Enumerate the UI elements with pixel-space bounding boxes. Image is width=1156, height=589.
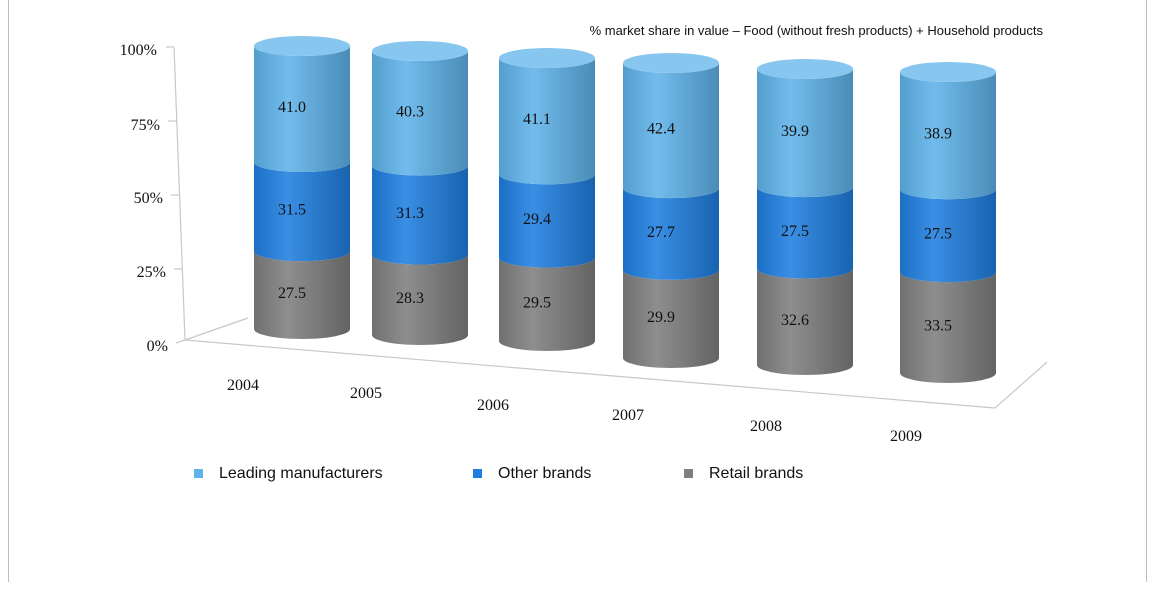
bar-top-cap-2009	[900, 62, 996, 82]
bar-leading-manufacturers-2005	[372, 51, 468, 176]
bar-top-cap-2006	[499, 48, 595, 68]
y-tick-label: 50%	[134, 190, 163, 207]
bar-other-brands-2006	[499, 174, 595, 268]
bar-retail-brands-2008	[757, 268, 853, 375]
bar-leading-manufacturers-2006	[499, 58, 595, 185]
data-label-leading-manufacturers-2007: 42.4	[647, 121, 675, 138]
data-label-leading-manufacturers-2006: 41.1	[523, 111, 551, 128]
bar-other-brands-2005	[372, 165, 468, 265]
y-axis-ticks	[166, 46, 186, 344]
data-label-leading-manufacturers-2009: 38.9	[924, 126, 952, 143]
y-tick-label: 100%	[120, 42, 157, 59]
data-label-retail-brands-2004: 27.5	[278, 285, 306, 302]
bar-top-cap-2007	[623, 53, 719, 73]
y-tick-label: 25%	[137, 264, 166, 281]
floor-back-edge	[184, 317, 249, 341]
legend: Leading manufacturers Other brands Retail …	[194, 465, 803, 482]
bar-other-brands-2009	[900, 189, 996, 283]
data-label-other-brands-2005: 31.3	[396, 205, 424, 222]
bar-retail-brands-2007	[623, 269, 719, 368]
bar-top-cap-2005	[372, 41, 468, 61]
x-tick-label-2009: 2009	[890, 428, 922, 445]
legend-item-other-brands: Other brands	[473, 465, 591, 482]
data-label-retail-brands-2005: 28.3	[396, 290, 424, 307]
data-label-retail-brands-2006: 29.5	[523, 294, 551, 311]
legend-swatch-other-brands	[473, 469, 482, 478]
bar-retail-brands-2006	[499, 257, 595, 351]
y-tick-label: 0%	[147, 338, 168, 355]
x-tick-label-2007: 2007	[612, 407, 644, 424]
bar-top-cap-2004	[254, 36, 350, 56]
x-tick-label-2005: 2005	[350, 385, 382, 402]
floor-front-edge	[184, 339, 996, 409]
legend-item-leading-manufacturers: Leading manufacturers	[194, 465, 383, 482]
bar-group-2008: 32.6 27.5 39.9	[757, 59, 853, 375]
legend-label-retail-brands: Retail brands	[709, 465, 803, 482]
data-label-other-brands-2008: 27.5	[781, 223, 809, 240]
data-label-retail-brands-2008: 32.6	[781, 312, 809, 329]
bar-retail-brands-2009	[900, 272, 996, 383]
bar-other-brands-2004	[254, 162, 350, 262]
x-tick-labels: 2004 2005 2006 2007 2008 2009	[227, 377, 922, 445]
bar-group-2005: 28.3 31.3 40.3	[372, 41, 468, 345]
data-label-leading-manufacturers-2005: 40.3	[396, 103, 424, 120]
bar-other-brands-2008	[757, 187, 853, 279]
data-label-retail-brands-2007: 29.9	[647, 309, 675, 326]
bar-leading-manufacturers-2009	[900, 72, 996, 200]
data-label-other-brands-2004: 31.5	[278, 202, 306, 219]
bar-group-2006: 29.5 29.4 41.1	[499, 48, 595, 351]
bar-group-2007: 29.9 27.7 42.4	[623, 53, 719, 368]
bar-retail-brands-2005	[372, 254, 468, 345]
x-tick-label-2008: 2008	[750, 418, 782, 435]
y-tick-labels: 0% 25% 50% 75% 100%	[120, 42, 168, 355]
data-label-leading-manufacturers-2004: 41.0	[278, 99, 306, 116]
bar-other-brands-2007	[623, 188, 719, 280]
legend-label-other-brands: Other brands	[498, 465, 591, 482]
data-label-retail-brands-2009: 33.5	[924, 318, 952, 335]
bar-group-2009: 33.5 27.5 38.9	[900, 62, 996, 383]
bar-retail-brands-2004	[254, 251, 350, 339]
legend-label-leading-manufacturers: Leading manufacturers	[219, 465, 383, 482]
legend-swatch-leading-manufacturers	[194, 469, 203, 478]
legend-swatch-retail-brands	[684, 469, 693, 478]
data-label-leading-manufacturers-2008: 39.9	[781, 123, 809, 140]
data-label-other-brands-2009: 27.5	[924, 226, 952, 243]
data-label-other-brands-2007: 27.7	[647, 224, 675, 241]
x-tick-label-2004: 2004	[227, 377, 259, 394]
back-wall-left-edge	[173, 46, 186, 341]
bar-leading-manufacturers-2008	[757, 69, 853, 198]
bar-top-cap-2008	[757, 59, 853, 79]
y-tick-label: 75%	[131, 117, 160, 134]
floor-right-edge	[994, 361, 1048, 409]
bar-leading-manufacturers-2007	[623, 63, 719, 199]
axes-frame	[173, 46, 1048, 409]
x-tick-label-2006: 2006	[477, 397, 509, 414]
data-label-other-brands-2006: 29.4	[523, 211, 551, 228]
bars: 27.5 31.5 41.0 28.3 31.3 40.3 29.5 29.4 41.1 29.9…	[254, 36, 996, 383]
legend-item-retail-brands: Retail brands	[684, 465, 803, 482]
chart-frame	[8, 0, 1147, 582]
bar-group-2004: 27.5 31.5 41.0	[254, 36, 350, 339]
chart-title: % market share in value – Food (without …	[590, 23, 1044, 38]
bar-leading-manufacturers-2004	[254, 46, 350, 173]
